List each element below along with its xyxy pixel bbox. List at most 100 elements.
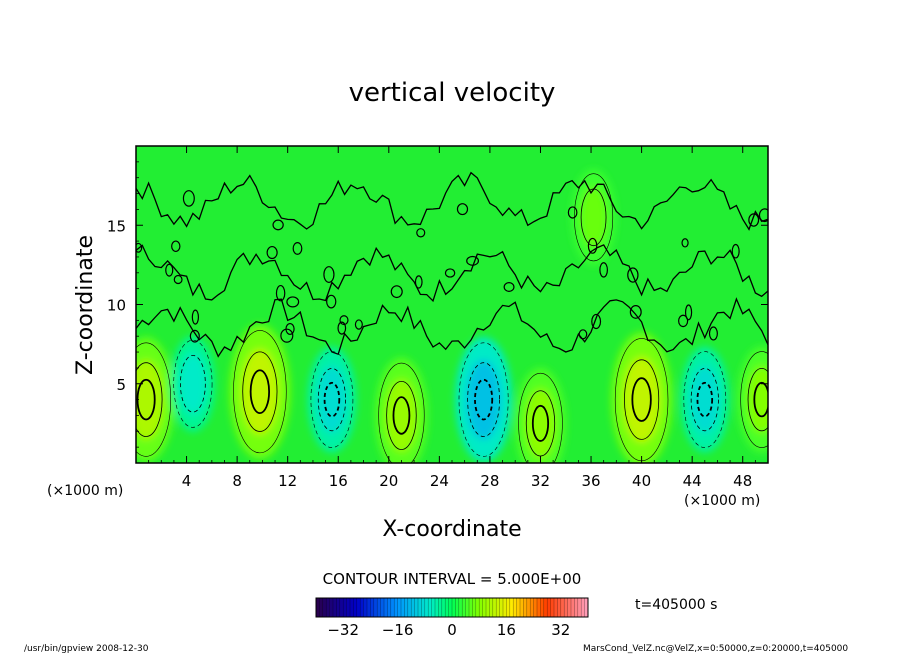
small-contour <box>292 241 303 255</box>
y-axis-ticks: 5 10 15 <box>107 145 768 464</box>
small-contour <box>708 326 718 341</box>
colorbar <box>316 598 589 617</box>
colorbar-cell <box>404 598 409 617</box>
small-contour <box>456 203 469 216</box>
colorbar-cell <box>421 598 426 617</box>
field-core <box>385 378 418 453</box>
zero-contour <box>136 244 768 303</box>
field-core <box>580 186 608 248</box>
field-core <box>466 359 501 440</box>
x-tick-label: 32 <box>531 472 550 490</box>
colorbar-cell <box>350 598 354 617</box>
small-contour <box>414 275 423 289</box>
field-core <box>690 366 720 434</box>
small-contour <box>191 309 200 325</box>
small-contour <box>503 282 515 292</box>
colorbar-cell <box>322 598 327 617</box>
colorbar-cell <box>584 598 589 617</box>
footer-left: /usr/bin/gpview 2008-12-30 <box>24 644 149 654</box>
colorbar-cell <box>390 598 395 617</box>
x-unit-left: (×1000 m) <box>47 483 123 499</box>
downdraft-contour <box>696 381 714 418</box>
small-contour <box>587 237 598 254</box>
colorbar-cell <box>373 598 378 617</box>
small-contour <box>323 266 335 283</box>
colorbar-cell <box>339 598 344 617</box>
colorbar-cell <box>492 598 497 617</box>
field-core <box>241 348 279 435</box>
zero-contour <box>136 171 768 231</box>
colorbar-cell <box>462 598 466 617</box>
colorbar-cell <box>333 598 337 617</box>
colorbar-cell <box>499 598 504 617</box>
small-contour <box>416 228 426 238</box>
colorbar-cell <box>394 598 398 617</box>
small-contour <box>684 304 693 321</box>
colorbar-cell <box>503 598 507 617</box>
colorbar-tick-label: 0 <box>447 621 457 639</box>
x-tick-label: 24 <box>430 472 449 490</box>
colorbar-cell <box>557 598 562 617</box>
small-contour <box>171 240 181 253</box>
colorbar-cell <box>526 598 531 617</box>
colorbar-cell <box>543 598 548 617</box>
field-core <box>136 359 164 440</box>
small-contour <box>339 315 349 326</box>
small-contour <box>678 314 689 328</box>
colorbar-cell <box>520 598 524 617</box>
colorbar-cell <box>356 598 361 617</box>
colorbar-cell <box>353 598 358 617</box>
plot-area <box>136 146 768 463</box>
downdraft-contour <box>467 362 500 437</box>
small-contour <box>189 329 200 343</box>
small-contour <box>173 274 183 285</box>
colorbar-cell <box>537 598 541 617</box>
colorbar-cell <box>438 598 443 617</box>
colorbar-cell <box>516 598 521 617</box>
colorbar-cell <box>411 598 415 617</box>
colorbar-cell <box>377 598 381 617</box>
field-core <box>525 388 556 459</box>
colorbar-tick-label: 32 <box>551 621 570 639</box>
updraft-contour <box>249 369 271 414</box>
downdraft-contour <box>323 381 341 418</box>
updraft-contour <box>233 330 287 454</box>
x-tick-label: 12 <box>278 472 297 490</box>
colorbar-cell <box>384 598 388 617</box>
x-axis-ticks: 4 8 12 16 20 24 28 32 36 40 44 48 <box>135 146 769 490</box>
colorbar-tick-label: −32 <box>327 621 359 639</box>
colorbar-cell <box>581 598 585 617</box>
field-core <box>317 366 347 434</box>
colorbar-cell <box>550 598 555 617</box>
field-core <box>746 366 768 434</box>
colorbar-cell <box>380 598 385 617</box>
small-contour <box>591 313 602 330</box>
updraft-contour <box>136 342 172 457</box>
y-tick-label: 5 <box>116 376 126 394</box>
colorbar-cell <box>489 598 494 617</box>
small-contour <box>748 213 760 227</box>
colorbar-cell <box>414 598 419 617</box>
downdraft-contour <box>180 355 206 413</box>
colorbar-cell <box>469 598 473 617</box>
updraft-contour <box>631 377 652 422</box>
small-contour <box>681 238 689 248</box>
colorbar-cell <box>336 598 341 617</box>
updraft-contour <box>378 362 425 463</box>
downdraft-contour <box>683 351 727 448</box>
colorbar-cell <box>397 598 402 617</box>
small-contour <box>275 284 286 302</box>
updraft-contour <box>624 359 660 440</box>
colorbar-tick-label: −16 <box>382 621 414 639</box>
updraft-contour <box>747 368 768 432</box>
colorbar-cell <box>448 598 453 617</box>
colorbar-cell <box>445 598 449 617</box>
x-tick-label: 36 <box>581 472 600 490</box>
small-contour <box>354 319 363 330</box>
small-contour <box>390 285 403 299</box>
downdraft-contour <box>173 339 213 428</box>
time-label: t=405000 s <box>635 597 717 613</box>
downdraft-contour <box>474 378 494 421</box>
colorbar-cell <box>370 598 375 617</box>
colorbar-cell <box>418 598 422 617</box>
